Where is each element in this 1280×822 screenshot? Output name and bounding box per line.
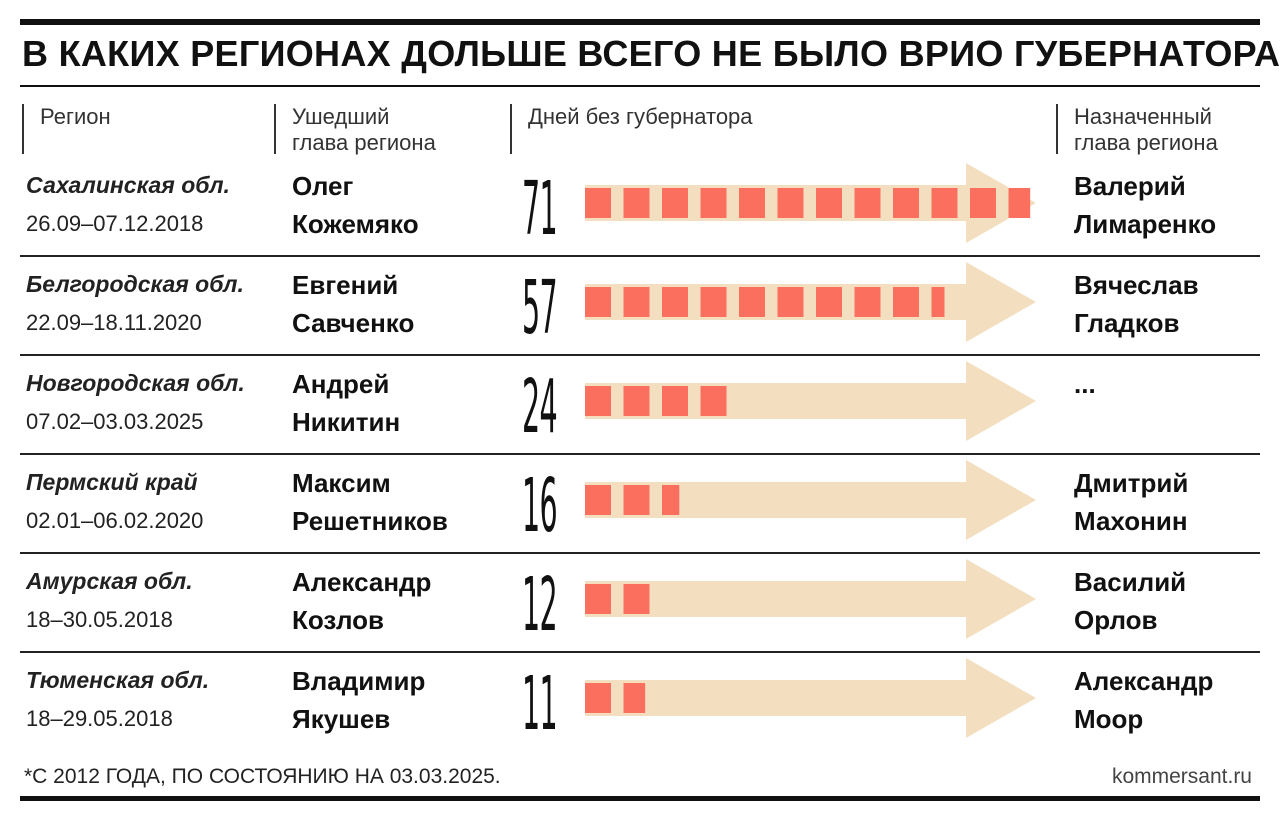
chart-title: В КАКИХ РЕГИОНАХ ДОЛЬШЕ ВСЕГО НЕ БЫЛО ВР… (22, 33, 1280, 74)
date-range: 02.01–06.02.2020 (26, 508, 204, 533)
bar-segment (854, 287, 881, 317)
region-name: Сахалинская обл. (26, 172, 230, 198)
date-range: 26.09–07.12.2018 (26, 211, 204, 236)
arrow-shape (585, 460, 1036, 540)
header-appointed: Назначенный глава региона (1056, 104, 1218, 155)
bar-segment (700, 188, 727, 218)
bar-segment (585, 386, 611, 416)
departed-governor: Владимир Якушев (292, 666, 426, 734)
row-separator (20, 651, 1260, 653)
appointed-governor: Александр Моор (1074, 666, 1214, 734)
row-separator (20, 552, 1260, 554)
days-value-label: 12 (522, 561, 558, 648)
bar-segment (893, 287, 919, 317)
bar-segment (1008, 188, 1031, 218)
bar-segment (623, 485, 650, 515)
header-days: Дней без губернатора (510, 104, 753, 154)
row-separator (20, 453, 1260, 455)
bar-segment (623, 287, 650, 317)
date-range: 07.02–03.03.2025 (26, 409, 204, 434)
bar-segment (777, 287, 804, 317)
departed-governor: Андрей Никитин (292, 369, 401, 437)
bar-segment (623, 188, 650, 218)
bar-segment (854, 188, 881, 218)
header-region: Регион (22, 104, 111, 154)
bar-segment (585, 287, 611, 317)
bar-segment (623, 584, 650, 614)
arrow-shape (585, 658, 1036, 738)
bar-segment (816, 287, 842, 317)
bar-segment (816, 188, 842, 218)
bar-segment (662, 188, 688, 218)
appointed-governor: Дмитрий Махонин (1074, 468, 1189, 536)
bar-segment (931, 188, 958, 218)
bar-segment (585, 683, 611, 713)
bar-segment (739, 287, 765, 317)
region-name: Тюменская обл. (26, 667, 210, 693)
appointed-governor: Василий Орлов (1074, 567, 1187, 635)
arrow-shape (585, 361, 1036, 441)
appointed-governor: Валерий Лимаренко (1074, 171, 1217, 239)
footnote: *С 2012 ГОДА, ПО СОСТОЯНИЮ НА 03.03.2025… (24, 765, 501, 788)
bar-segment (662, 386, 688, 416)
title-rule (20, 85, 1260, 87)
source-label: kommersant.ru (1111, 765, 1252, 788)
appointed-governor: Вячеслав Гладков (1074, 270, 1199, 338)
days-value-label: 57 (522, 264, 558, 351)
date-range: 22.09–18.11.2020 (26, 310, 202, 335)
departed-governor: Евгений Савченко (292, 270, 415, 338)
bar-segment (970, 188, 996, 218)
bar-segment (623, 386, 650, 416)
date-range: 18–29.05.2018 (26, 706, 173, 731)
appointed-governor: ... (1074, 369, 1096, 399)
bar-segment (585, 584, 611, 614)
departed-governor: Олег Кожемяко (292, 171, 419, 239)
arrow-shape (585, 163, 1036, 243)
row-separator (20, 255, 1260, 257)
bar-segment (777, 188, 804, 218)
region-name: Амурская обл. (26, 568, 193, 594)
days-value-label: 24 (522, 363, 558, 450)
departed-governor: Александр Козлов (292, 567, 432, 635)
date-range: 18–30.05.2018 (26, 607, 173, 632)
arrow-shape (585, 262, 1036, 342)
top-rule (20, 19, 1260, 25)
days-value-label: 16 (522, 462, 558, 549)
departed-governor: Максим Решетников (292, 468, 448, 536)
bar-segment (623, 683, 646, 713)
bar-segment (662, 485, 680, 515)
days-value-label: 71 (522, 165, 558, 252)
days-value-label: 11 (522, 660, 558, 747)
header-departed: Ушедший глава региона (274, 104, 436, 155)
bar-segment (585, 188, 611, 218)
region-name: Белгородская обл. (26, 271, 244, 297)
row-separator (20, 354, 1260, 356)
arrow-shape (585, 559, 1036, 639)
bar-segment (931, 287, 945, 317)
bar-segment (739, 188, 765, 218)
region-name: Пермский край (26, 469, 198, 495)
bar-segment (893, 188, 919, 218)
region-name: Новгородская обл. (26, 370, 245, 396)
bottom-rule (20, 796, 1260, 801)
bar-segment (700, 287, 727, 317)
bar-segment (662, 287, 688, 317)
bar-segment (700, 386, 727, 416)
bar-segment (585, 485, 611, 515)
